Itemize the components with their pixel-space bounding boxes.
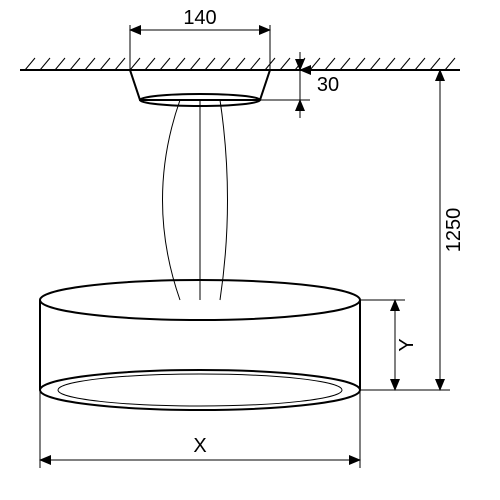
pendant-lamp-diagram: 140 30 1250 Y X [0,0,500,500]
shade-diffuser [58,374,342,406]
suspension-cable-right [220,100,228,300]
svg-text:140: 140 [183,7,216,29]
svg-text:1250: 1250 [443,208,465,253]
suspension-cable-left [163,100,181,300]
shade-bottom-rim [40,370,360,410]
ceiling-canopy [130,70,270,100]
svg-text:Y: Y [396,338,418,351]
svg-text:30: 30 [317,74,339,96]
svg-text:X: X [193,435,206,457]
